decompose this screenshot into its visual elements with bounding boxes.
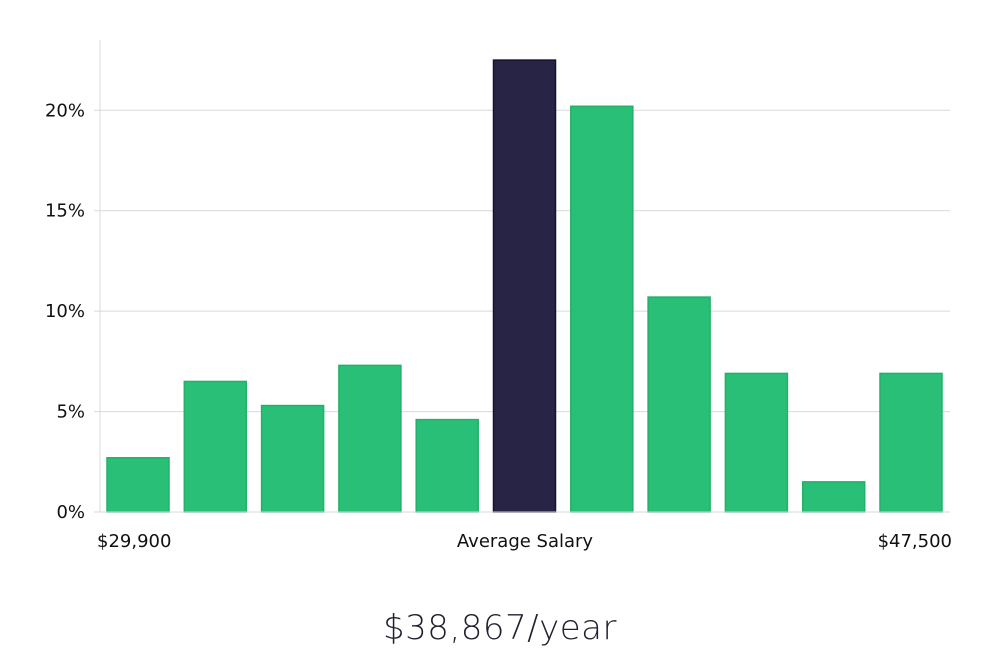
- salary-bar: [801, 481, 866, 513]
- x-label-min: $29,900: [97, 531, 171, 552]
- salary-bar: [570, 105, 634, 513]
- salary-bar: [106, 457, 170, 513]
- salary-bar: [338, 364, 402, 513]
- x-labels-layer: $29,900 Average Salary $47,500: [97, 531, 952, 552]
- y-tick-label: 20%: [45, 100, 85, 121]
- y-tick-label: 15%: [45, 201, 85, 222]
- salary-bar: [647, 296, 711, 513]
- salary-bar: [260, 404, 325, 513]
- axis-layer: [99, 40, 950, 513]
- y-tick-label: 10%: [45, 301, 85, 322]
- average-salary-bar: [492, 59, 557, 513]
- x-label-max: $47,500: [878, 531, 952, 552]
- salary-bar: [724, 372, 789, 513]
- salary-bar: [879, 372, 943, 513]
- y-tick-label: 5%: [56, 402, 85, 423]
- bars-layer: [106, 59, 943, 513]
- average-salary-value: $38,867/year: [383, 608, 617, 648]
- salary-bar: [183, 380, 248, 513]
- salary-histogram-chart: 0% 5% 10% 15% 20% $29,900 Average Salary $47…: [45, 40, 952, 552]
- y-ticks-layer: 0% 5% 10% 15% 20%: [45, 100, 100, 523]
- y-tick-label: 0%: [56, 502, 85, 523]
- x-label-center: Average Salary: [457, 531, 594, 552]
- salary-bar: [415, 418, 479, 513]
